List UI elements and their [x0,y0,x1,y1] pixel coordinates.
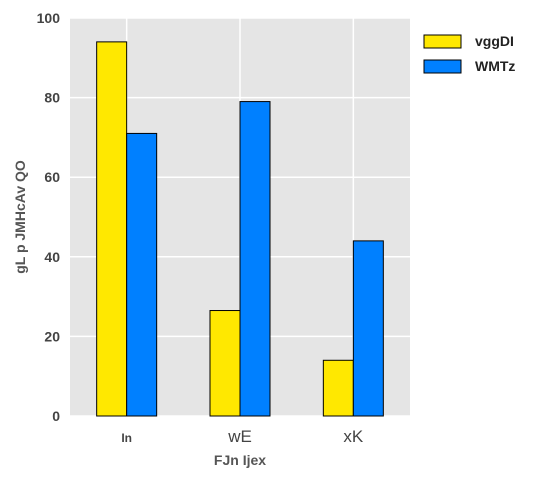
y-tick-label: 0 [52,408,60,424]
x-tick-label: wE [227,427,252,446]
bar-vggDI-In [96,41,128,417]
y-tick-label: 100 [37,10,61,26]
y-axis-label: gL p JMHcAv QO [12,160,28,274]
bar-WMTz-xK [352,240,384,417]
y-tick-label: 80 [44,90,60,106]
y-tick-label: 20 [44,328,60,344]
legend-swatch [423,59,462,74]
bars [96,41,384,417]
bar-WMTz-In [126,132,158,417]
legend-label: WMTz [475,58,515,74]
x-tick-label: In [121,431,132,445]
x-axis-label: FJn Ijex [214,452,266,468]
x-tick-label: xK [343,427,364,446]
x-tick-labels: In wE xK [121,427,364,446]
bar-vggDI-xK [322,359,354,417]
bar-WMTz-wE [239,101,271,417]
y-tick-labels: 0 20 40 60 80 100 [37,10,61,424]
y-tick-label: 40 [44,249,60,265]
y-tick-label: 60 [44,169,60,185]
bar-vggDI-wE [209,310,241,417]
legend-swatch [423,34,462,49]
legend: vggDI WMTz [423,33,515,74]
legend-label: vggDI [475,33,514,49]
